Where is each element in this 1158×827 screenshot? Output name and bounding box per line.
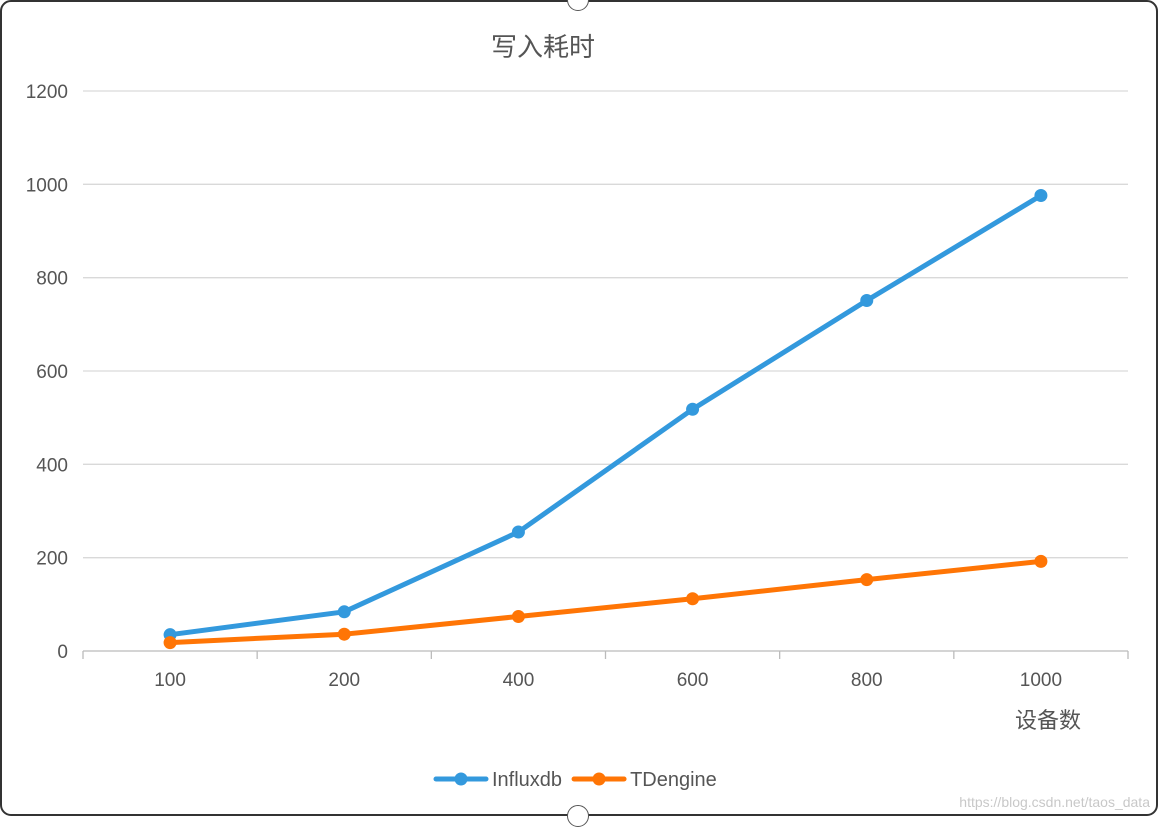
x-tick-label: 100 xyxy=(154,670,186,691)
data-point xyxy=(1034,554,1048,568)
x-tick-label: 1000 xyxy=(1020,670,1062,691)
x-tick-label: 800 xyxy=(851,670,883,691)
data-point xyxy=(686,592,700,606)
x-tick-label: 600 xyxy=(677,670,709,691)
data-point xyxy=(686,402,700,416)
y-tick-label: 400 xyxy=(36,455,68,476)
y-tick-label: 600 xyxy=(36,362,68,383)
data-point xyxy=(337,605,351,619)
legend-item: TDengine xyxy=(571,769,717,791)
resize-handle-bottom[interactable] xyxy=(567,805,589,827)
series-line xyxy=(167,193,1044,638)
y-tick-label: 0 xyxy=(57,642,68,663)
series-layer xyxy=(163,189,1048,650)
x-tick-label: 400 xyxy=(503,670,535,691)
legend-label: TDengine xyxy=(630,769,717,791)
legend-label: Influxdb xyxy=(492,769,562,791)
legend-swatch-marker xyxy=(454,772,468,786)
data-point xyxy=(860,573,874,587)
x-tick-label: 200 xyxy=(328,670,360,691)
legend-swatch-marker xyxy=(592,772,606,786)
series-line xyxy=(167,558,1044,646)
data-point xyxy=(163,636,177,650)
y-tick-label: 1200 xyxy=(26,82,68,103)
legend-item: Influxdb xyxy=(433,769,562,791)
data-point xyxy=(1034,189,1048,203)
data-point xyxy=(860,294,874,308)
y-tick-label: 200 xyxy=(36,549,68,570)
y-tick-label: 800 xyxy=(36,269,68,290)
grid-lines: 0 200 400 600 800 1000 1200 xyxy=(26,82,1128,663)
legend: Influxdb TDengine xyxy=(433,769,717,791)
watermark: https://blog.csdn.net/taos_data xyxy=(959,794,1150,810)
data-point xyxy=(337,627,351,641)
x-axis: 100 200 400 600 800 1000 xyxy=(82,651,1129,691)
data-point xyxy=(511,609,525,623)
series-tdengine xyxy=(163,554,1048,650)
chart-title: 写入耗时 xyxy=(491,33,595,63)
y-tick-label: 1000 xyxy=(26,175,68,196)
data-point xyxy=(511,525,525,539)
x-axis-label: 设备数 xyxy=(1015,709,1081,734)
